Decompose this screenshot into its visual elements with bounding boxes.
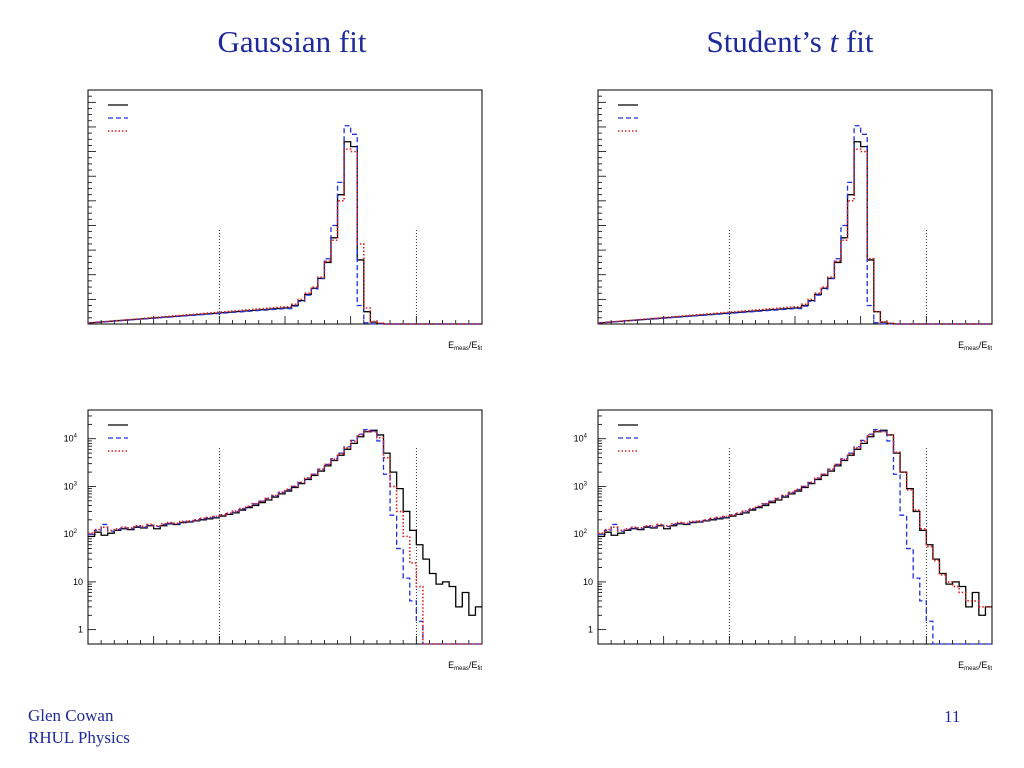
x-axis-label: Emeas/Efit: [448, 340, 482, 352]
y-tick-label: 104: [64, 434, 78, 444]
plot-frame: [597, 89, 993, 325]
y-tick-label: 103: [64, 481, 78, 491]
y-tick-label: 10: [73, 577, 83, 587]
chart-student-log: Emeas/Efit 1 10 102 103 104: [574, 409, 993, 672]
y-tick-exponent: 2: [584, 529, 588, 535]
y-tick-exponent: 4: [584, 434, 588, 440]
chart-student-linear: Emeas/Efit: [597, 89, 993, 352]
y-tick-label: 103: [574, 481, 588, 491]
y-tick-label: 10: [583, 577, 593, 587]
x-axis-label-sub1: meas: [454, 346, 469, 352]
x-axis-label-sub1: meas: [964, 346, 979, 352]
series-smeared-mc: [88, 430, 482, 645]
series-mc: [88, 428, 482, 645]
plot-frame: [87, 89, 483, 325]
series-mc: [598, 428, 992, 645]
y-tick-exponent: 3: [74, 481, 78, 487]
x-axis-label: Emeas/Efit: [958, 660, 992, 672]
x-axis-label: Emeas/Efit: [958, 340, 992, 352]
series-data: [598, 429, 992, 616]
series-smeared-mc: [87, 148, 482, 325]
x-axis-label-slash: /E: [469, 340, 478, 350]
y-tick-label: 102: [64, 529, 78, 539]
footer-credit: Glen Cowan RHUL Physics: [28, 705, 130, 749]
y-tick-label: 102: [574, 529, 588, 539]
x-axis-label-sub2: fit: [987, 346, 992, 352]
series-data: [87, 141, 482, 325]
x-axis-label-slash: /E: [979, 340, 988, 350]
y-tick-exponent: 2: [74, 529, 78, 535]
x-axis-label: Emeas/Efit: [448, 660, 482, 672]
chart-gaussian-log: Emeas/Efit 1 10 102 103 104: [64, 409, 483, 672]
x-axis-label-sub1: meas: [454, 666, 469, 672]
y-tick-exponent: 3: [584, 481, 588, 487]
footer-affiliation: RHUL Physics: [28, 728, 130, 747]
x-axis-label-slash: /E: [469, 660, 478, 670]
y-tick-exponent: 4: [74, 434, 78, 440]
footer-author: Glen Cowan: [28, 706, 114, 725]
chart-gaussian-linear: Emeas/Efit: [87, 89, 483, 352]
page-number: 11: [944, 707, 961, 726]
student-title-t: t: [829, 24, 839, 59]
student-title-end: fit: [838, 24, 874, 59]
x-axis-label-sub1: meas: [964, 666, 979, 672]
series-smeared-mc: [598, 430, 992, 608]
student-t-fit-title: Student’s t fit: [640, 24, 940, 60]
student-title-main: Student’s: [706, 24, 830, 59]
series-smeared-mc: [597, 148, 992, 325]
series-mc: [87, 125, 482, 325]
y-tick-label: 1: [588, 625, 593, 635]
y-tick-label: 1: [78, 625, 83, 635]
series-data: [597, 141, 992, 325]
x-axis-label-slash: /E: [979, 660, 988, 670]
x-axis-label-sub2: fit: [987, 666, 992, 672]
x-axis-label-sub2: fit: [477, 666, 482, 672]
series-mc: [597, 125, 992, 325]
x-axis-label-sub2: fit: [477, 346, 482, 352]
y-tick-label: 104: [574, 434, 588, 444]
gaussian-fit-title: Gaussian fit: [217, 24, 367, 59]
